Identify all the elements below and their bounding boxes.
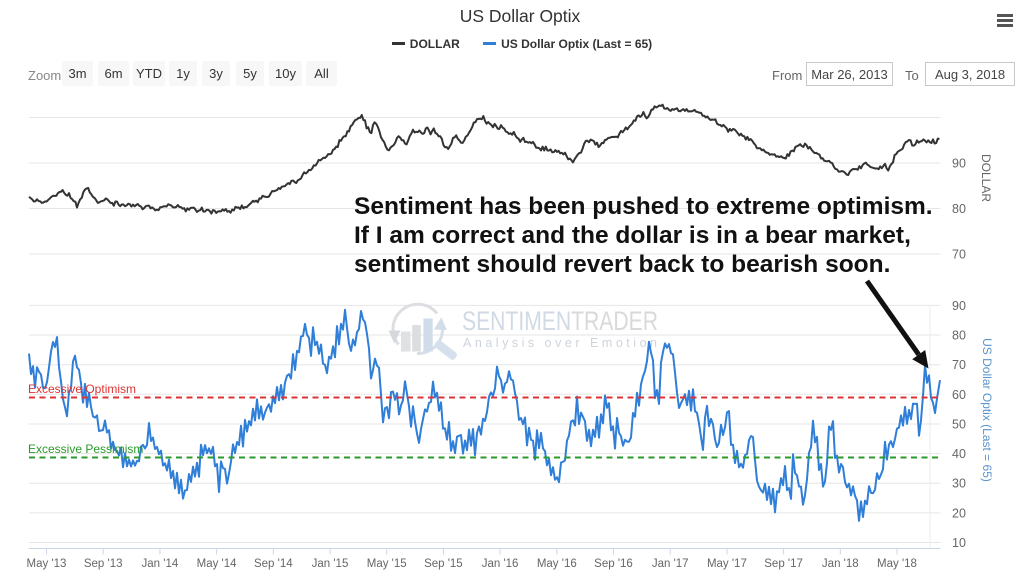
- svg-text:50: 50: [952, 418, 966, 432]
- svg-text:DOLLAR: DOLLAR: [979, 154, 993, 202]
- svg-text:SENTIMENTRADER: SENTIMENTRADER: [462, 306, 658, 336]
- svg-text:Jan '14: Jan '14: [142, 558, 179, 570]
- svg-text:May '16: May '16: [537, 558, 577, 570]
- svg-text:Sep '13: Sep '13: [84, 558, 123, 570]
- svg-text:Sep '16: Sep '16: [594, 558, 633, 570]
- svg-text:90: 90: [952, 157, 966, 171]
- svg-text:May '15: May '15: [367, 558, 407, 570]
- svg-text:70: 70: [952, 358, 966, 372]
- svg-text:Sep '17: Sep '17: [764, 558, 803, 570]
- svg-text:US Dollar Optix (Last = 65): US Dollar Optix (Last = 65): [980, 338, 994, 482]
- svg-text:May '17: May '17: [707, 558, 747, 570]
- svg-text:Jan '17: Jan '17: [652, 558, 689, 570]
- svg-text:90: 90: [952, 299, 966, 313]
- svg-text:80: 80: [952, 202, 966, 216]
- svg-text:If I am correct and the dollar: If I am correct and the dollar is in a b…: [354, 222, 911, 249]
- svg-text:Jan '16: Jan '16: [482, 558, 519, 570]
- svg-text:Jan '18: Jan '18: [822, 558, 859, 570]
- svg-text:20: 20: [952, 506, 966, 520]
- svg-text:60: 60: [952, 388, 966, 402]
- svg-text:80: 80: [952, 329, 966, 343]
- svg-text:Analysis over Emotion: Analysis over Emotion: [463, 336, 657, 350]
- svg-text:Sep '15: Sep '15: [424, 558, 463, 570]
- svg-text:Sep '14: Sep '14: [254, 558, 293, 570]
- svg-text:Jan '15: Jan '15: [312, 558, 349, 570]
- svg-text:70: 70: [952, 248, 966, 262]
- svg-text:May '13: May '13: [27, 558, 67, 570]
- svg-text:May '18: May '18: [877, 558, 917, 570]
- svg-text:30: 30: [952, 477, 966, 491]
- svg-text:40: 40: [952, 447, 966, 461]
- svg-text:Excessive Optimism: Excessive Optimism: [28, 382, 136, 396]
- svg-text:May '14: May '14: [197, 558, 238, 570]
- svg-text:10: 10: [952, 536, 966, 550]
- svg-text:Excessive Pessimism: Excessive Pessimism: [28, 442, 143, 456]
- svg-text:Sentiment has been pushed to e: Sentiment has been pushed to extreme opt…: [354, 193, 933, 220]
- svg-text:sentiment should revert back t: sentiment should revert back to bearish …: [354, 251, 890, 278]
